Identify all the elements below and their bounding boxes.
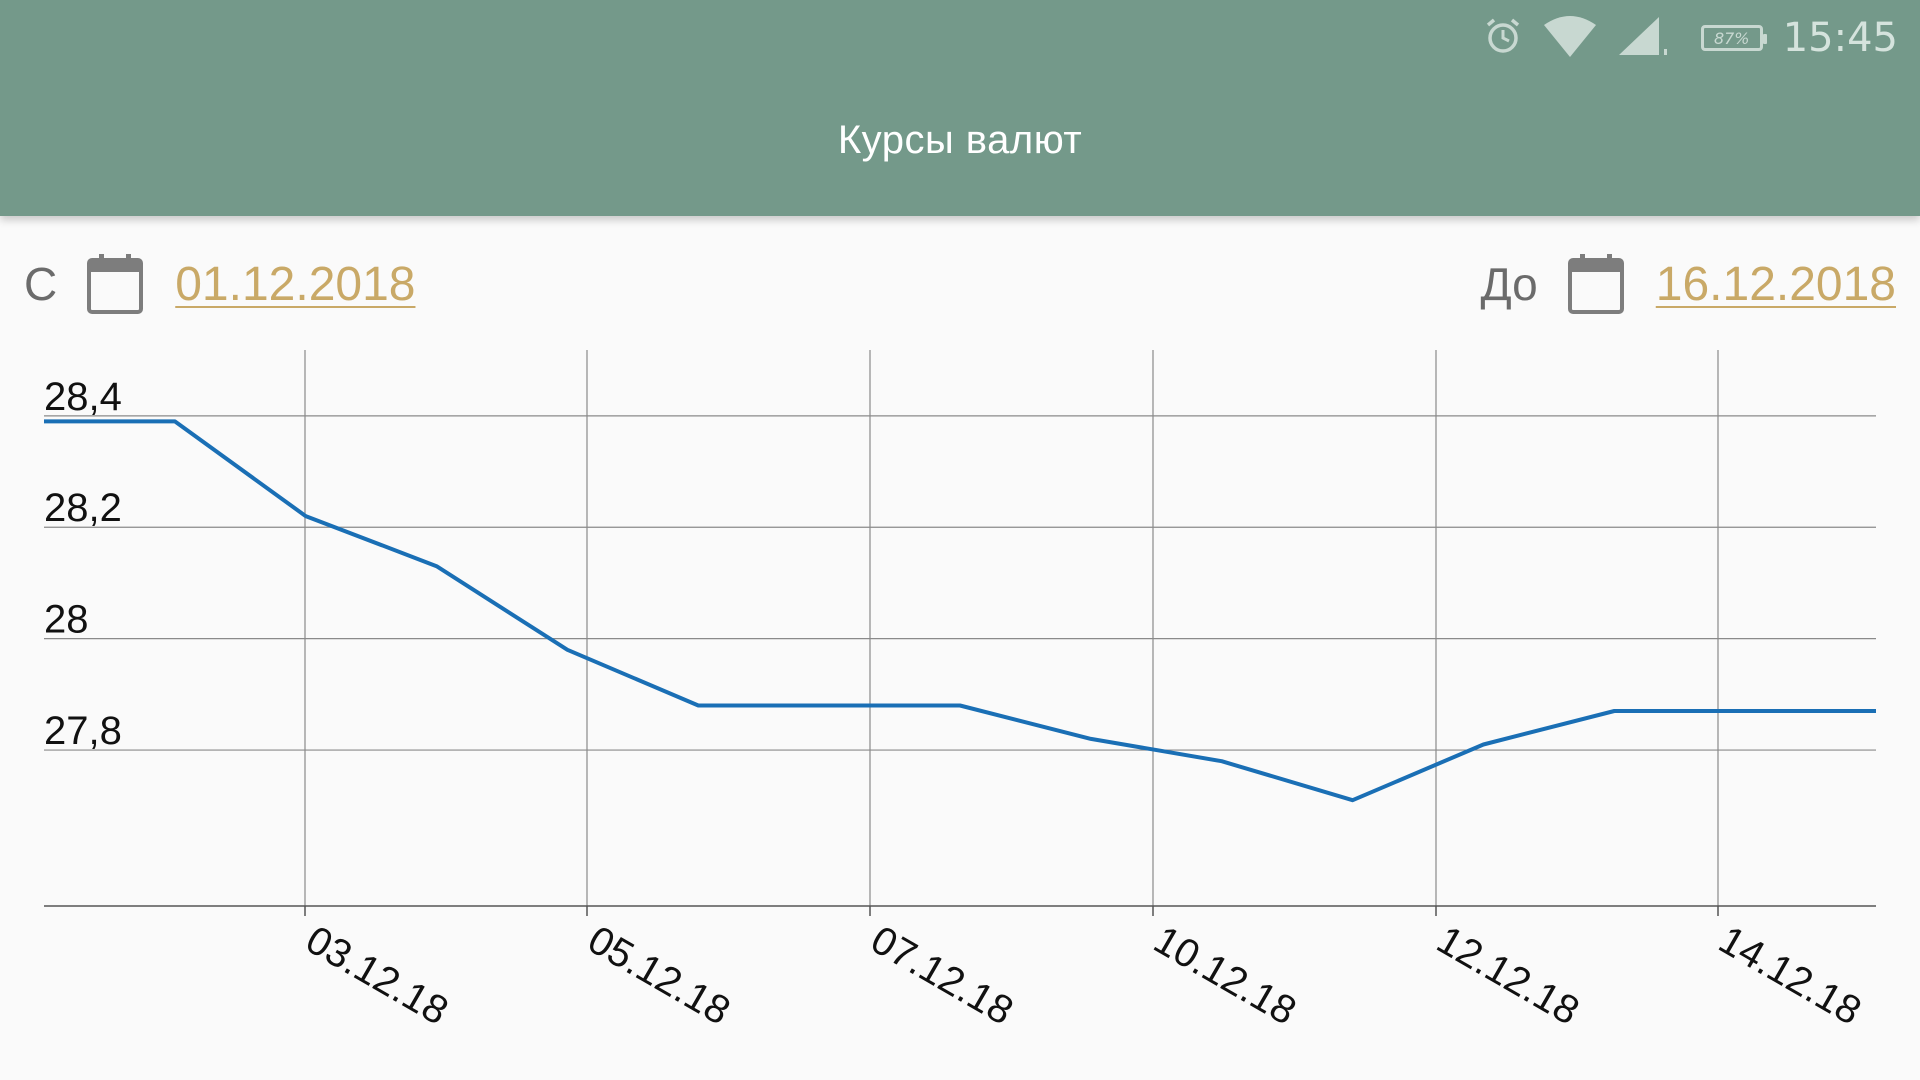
x-tick-label-4: 12.12.18 bbox=[1430, 918, 1587, 1034]
date-from-value[interactable]: 01.12.2018 bbox=[175, 257, 416, 311]
status-bar: 87% 15:45 bbox=[1483, 10, 1898, 66]
y-tick-label-0: 28,4 bbox=[44, 375, 122, 419]
series-line bbox=[44, 419, 1876, 803]
date-to-label: До bbox=[1480, 258, 1538, 310]
y-tick-label-3: 27,8 bbox=[44, 709, 122, 753]
date-from-label: С bbox=[24, 258, 58, 310]
date-to-value[interactable]: 16.12.2018 bbox=[1655, 257, 1896, 311]
x-tick-marks bbox=[304, 906, 1719, 916]
x-tick-label-2: 07.12.18 bbox=[864, 918, 1021, 1034]
x-tick-label-3: 10.12.18 bbox=[1147, 918, 1304, 1034]
date-from-group: С 01.12.2018 bbox=[24, 244, 415, 324]
date-range-bar: С 01.12.2018 До 16.1 bbox=[0, 216, 1920, 336]
x-tick-labels: 03.12.18 05.12.18 07.12.18 10.12.18 12.12.18… bbox=[299, 918, 1869, 1034]
x-tick-label-0: 03.12.18 bbox=[299, 918, 456, 1034]
vertical-gridlines bbox=[304, 350, 1719, 906]
status-time: 15:45 bbox=[1782, 15, 1898, 61]
date-to-group: До 16.12.2018 bbox=[1480, 244, 1896, 324]
signal-icon bbox=[1617, 15, 1669, 61]
alarm-icon bbox=[1483, 16, 1523, 60]
app-bar: 87% 15:45 Курсы валют bbox=[0, 0, 1920, 216]
wifi-icon bbox=[1543, 15, 1597, 61]
y-tick-labels: 28,4 28,2 28 27,8 bbox=[44, 375, 122, 753]
y-tick-label-2: 28 bbox=[44, 598, 89, 642]
battery-level: 87% bbox=[1713, 28, 1750, 48]
calendar-from-icon[interactable] bbox=[87, 254, 144, 314]
x-tick-label-1: 05.12.18 bbox=[581, 918, 738, 1034]
page-title: Курсы валют bbox=[837, 118, 1083, 162]
horizontal-gridlines bbox=[44, 415, 1876, 751]
battery-icon: 87% bbox=[1700, 25, 1767, 51]
y-tick-label-1: 28,2 bbox=[44, 486, 122, 530]
x-tick-label-5: 14.12.18 bbox=[1712, 918, 1869, 1034]
calendar-to-icon[interactable] bbox=[1567, 254, 1624, 314]
